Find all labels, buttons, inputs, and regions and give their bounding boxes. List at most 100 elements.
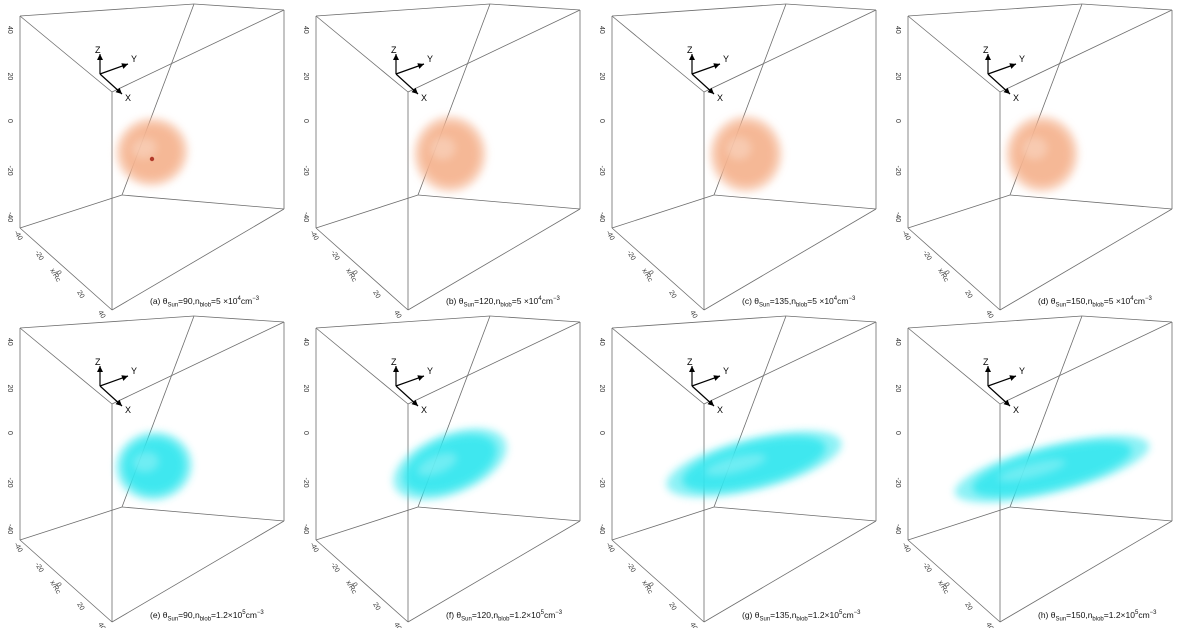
caption-letter: (e) xyxy=(150,610,163,620)
cube-edge xyxy=(315,227,409,311)
z-tick-label: 0 xyxy=(302,119,309,123)
caption-unit-exponent: −3 xyxy=(252,296,260,303)
cube-edge xyxy=(999,208,1173,311)
caption-unit-exponent: −3 xyxy=(1149,610,1157,617)
z-arrow-head xyxy=(689,54,695,60)
caption-unit: cm xyxy=(541,296,553,306)
panel-caption: (b) θSun=120,nblob=5 ×104cm−3 xyxy=(446,296,596,309)
x-tick-label: 0 xyxy=(646,270,654,277)
density-blob xyxy=(666,430,842,498)
cube-edge xyxy=(703,321,877,405)
z-tick-label: 0 xyxy=(6,431,13,435)
caption-theta-value: =150, xyxy=(1066,610,1088,620)
y-arrow-head xyxy=(713,375,720,381)
panel-caption: (e) θSun=90,nblob=1.2×105cm−3 xyxy=(150,610,300,623)
y-letter: Y xyxy=(723,54,729,64)
z-tick-label: 20 xyxy=(598,385,605,393)
z-tick-label: -40 xyxy=(302,524,309,534)
caption-n-sub: blob xyxy=(199,616,212,623)
y-arrow-head xyxy=(713,63,720,69)
z-tick-label: -20 xyxy=(894,478,901,488)
z-tick-label: 0 xyxy=(598,119,605,123)
panel-caption: (c) θSun=135,nblob=5 ×104cm−3 xyxy=(742,296,892,309)
cube-edge xyxy=(315,539,409,623)
cube-edge xyxy=(907,15,1001,93)
z-tick-label: -40 xyxy=(6,212,13,222)
z-letter: Z xyxy=(391,357,397,367)
cube-edge xyxy=(193,3,285,11)
cube-edge xyxy=(1081,3,1173,11)
blob-highlight xyxy=(1022,136,1048,160)
caption-n-exponent: 4 xyxy=(1130,296,1134,303)
x-arrow-head xyxy=(1003,87,1010,94)
blob-highlight xyxy=(430,136,456,160)
cube-edge xyxy=(19,327,113,405)
z-arrow-head xyxy=(393,366,399,372)
caption-n: n xyxy=(791,610,797,620)
x-tick-label: 0 xyxy=(54,582,62,589)
cube-edge xyxy=(111,321,285,405)
cube-edge xyxy=(907,539,1001,623)
cube-edge xyxy=(1009,194,1173,210)
y-letter: Y xyxy=(1019,54,1025,64)
y-letter: Y xyxy=(131,54,137,64)
x-letter: X xyxy=(717,405,723,415)
x-tick-label: 40 xyxy=(392,622,402,628)
x-letter: X xyxy=(125,405,131,415)
cube-edge xyxy=(19,194,123,229)
density-blob xyxy=(116,117,188,187)
x-tick-label: 20 xyxy=(963,290,973,300)
x-tick-label: 40 xyxy=(688,622,698,628)
caption-letter: (f) xyxy=(446,610,457,620)
z-tick-label: -40 xyxy=(598,212,605,222)
cube-edge xyxy=(999,321,1173,405)
density-blob xyxy=(1006,116,1078,192)
cube-edge xyxy=(489,315,581,323)
caption-n-sub: blob xyxy=(199,302,212,309)
z-arrow-head xyxy=(985,366,991,372)
x-arrow-head xyxy=(115,87,122,94)
x-tick-label: -20 xyxy=(33,250,44,262)
x-tick-label: 20 xyxy=(75,290,85,300)
x-tick-label: -40 xyxy=(604,542,615,554)
y-letter: Y xyxy=(1019,366,1025,376)
x-tick-label: 0 xyxy=(942,582,950,589)
x-tick-label: 40 xyxy=(984,310,994,320)
cube-edge xyxy=(417,194,581,210)
cube-edge xyxy=(611,194,715,229)
cube-edge xyxy=(907,327,1001,405)
x-letter: X xyxy=(125,93,131,103)
caption-theta: θ xyxy=(162,296,168,306)
z-letter: Z xyxy=(983,45,989,55)
x-tick-label: 40 xyxy=(688,310,698,320)
z-arrow-head xyxy=(689,366,695,372)
caption-theta-sub: Sun xyxy=(461,616,472,623)
z-tick-label: 20 xyxy=(598,73,605,81)
x-tick-label: -20 xyxy=(329,250,340,262)
z-tick-label: 0 xyxy=(894,119,901,123)
x-tick-label: 40 xyxy=(96,622,106,628)
x-tick-label: -20 xyxy=(921,562,932,574)
x-tick-label: 40 xyxy=(984,622,994,628)
caption-unit-exponent: −3 xyxy=(555,610,563,617)
z-arrow-head xyxy=(97,366,103,372)
x-arrow-head xyxy=(411,399,418,406)
x-tick-label: -20 xyxy=(329,562,340,574)
z-arrow-head xyxy=(985,54,991,60)
caption-unit: cm xyxy=(543,610,556,620)
caption-theta-value: =90, xyxy=(178,610,195,620)
caption-letter: (g) xyxy=(742,610,755,620)
x-tick-label: -20 xyxy=(921,250,932,262)
z-tick-label: 20 xyxy=(894,73,901,81)
blob-highlight xyxy=(132,451,160,473)
caption-n: n xyxy=(194,296,200,306)
cube-edge xyxy=(19,3,195,17)
y-arrow-head xyxy=(417,63,424,69)
caption-unit-exponent: −3 xyxy=(552,296,560,303)
blob-highlight xyxy=(997,459,1066,482)
x-tick-label: -40 xyxy=(900,230,911,242)
cube-edge xyxy=(111,208,285,311)
z-tick-label: 0 xyxy=(894,431,901,435)
x-tick-label: 20 xyxy=(371,290,381,300)
caption-n-exponent: 5 xyxy=(1134,610,1139,617)
